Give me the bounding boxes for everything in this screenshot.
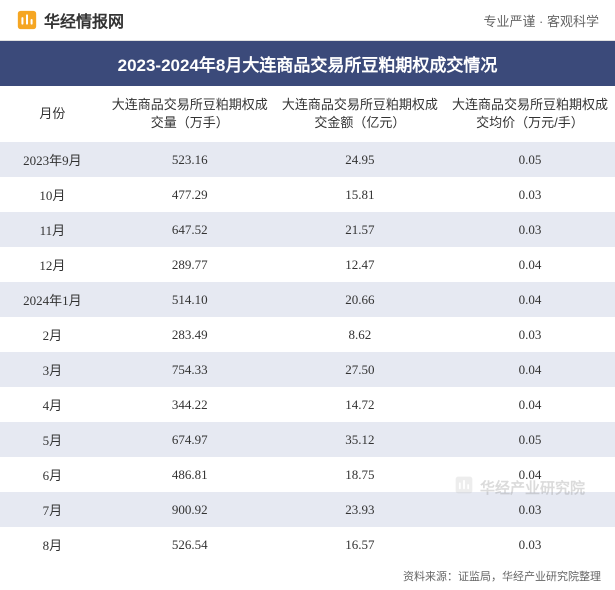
cell-amount: 14.72 [275,387,445,422]
table-header-row: 月份 大连商品交易所豆粕期权成交量（万手） 大连商品交易所豆粕期权成交金额（亿元… [0,86,615,142]
cell-month: 5月 [0,422,105,457]
cell-avg: 0.03 [445,492,615,527]
cell-avg: 0.05 [445,142,615,177]
footer-note: 资料来源：证监局，华经产业研究院整理 [0,562,615,590]
cell-volume: 647.52 [105,212,275,247]
cell-amount: 12.47 [275,247,445,282]
cell-month: 11月 [0,212,105,247]
table-row: 10月477.2915.810.03 [0,177,615,212]
table-row: 5月674.9735.120.05 [0,422,615,457]
cell-month: 2月 [0,317,105,352]
cell-month: 2023年9月 [0,142,105,177]
cell-amount: 27.50 [275,352,445,387]
cell-volume: 283.49 [105,317,275,352]
col-amount: 大连商品交易所豆粕期权成交金额（亿元） [275,86,445,142]
cell-month: 10月 [0,177,105,212]
data-table-container: 月份 大连商品交易所豆粕期权成交量（万手） 大连商品交易所豆粕期权成交金额（亿元… [0,86,615,562]
cell-month: 3月 [0,352,105,387]
table-row: 2月283.498.620.03 [0,317,615,352]
cell-avg: 0.04 [445,352,615,387]
table-row: 6月486.8118.750.04 [0,457,615,492]
cell-amount: 8.62 [275,317,445,352]
cell-amount: 35.12 [275,422,445,457]
cell-volume: 477.29 [105,177,275,212]
table-row: 3月754.3327.500.04 [0,352,615,387]
cell-volume: 900.92 [105,492,275,527]
table-row: 4月344.2214.720.04 [0,387,615,422]
cell-volume: 523.16 [105,142,275,177]
cell-volume: 344.22 [105,387,275,422]
cell-amount: 15.81 [275,177,445,212]
cell-month: 7月 [0,492,105,527]
cell-volume: 289.77 [105,247,275,282]
cell-month: 12月 [0,247,105,282]
cell-volume: 674.97 [105,422,275,457]
cell-amount: 23.93 [275,492,445,527]
cell-avg: 0.04 [445,387,615,422]
cell-avg: 0.04 [445,282,615,317]
cell-amount: 21.57 [275,212,445,247]
table-row: 12月289.7712.470.04 [0,247,615,282]
table-row: 8月526.5416.570.03 [0,527,615,562]
brand-name: 华经情报网 [44,8,124,32]
cell-month: 4月 [0,387,105,422]
slogan: 专业严谨 · 客观科学 [483,11,599,30]
table-row: 7月900.9223.930.03 [0,492,615,527]
table-row: 2024年1月514.1020.660.04 [0,282,615,317]
cell-avg: 0.03 [445,212,615,247]
data-table: 月份 大连商品交易所豆粕期权成交量（万手） 大连商品交易所豆粕期权成交金额（亿元… [0,86,615,562]
brand: 华经情报网 [16,8,124,32]
cell-month: 2024年1月 [0,282,105,317]
cell-amount: 24.95 [275,142,445,177]
cell-avg: 0.05 [445,422,615,457]
cell-volume: 514.10 [105,282,275,317]
cell-amount: 20.66 [275,282,445,317]
cell-volume: 526.54 [105,527,275,562]
cell-avg: 0.03 [445,177,615,212]
col-avg: 大连商品交易所豆粕期权成交均价（万元/手） [445,86,615,142]
table-row: 2023年9月523.1624.950.05 [0,142,615,177]
cell-avg: 0.04 [445,247,615,282]
cell-month: 6月 [0,457,105,492]
cell-avg: 0.03 [445,317,615,352]
table-row: 11月647.5221.570.03 [0,212,615,247]
cell-amount: 16.57 [275,527,445,562]
brand-icon [16,9,38,31]
col-month: 月份 [0,86,105,142]
cell-volume: 486.81 [105,457,275,492]
cell-avg: 0.04 [445,457,615,492]
cell-month: 8月 [0,527,105,562]
cell-avg: 0.03 [445,527,615,562]
page-title: 2023-2024年8月大连商品交易所豆粕期权成交情况 [0,41,615,86]
col-volume: 大连商品交易所豆粕期权成交量（万手） [105,86,275,142]
page-header: 华经情报网 专业严谨 · 客观科学 [0,0,615,41]
cell-volume: 754.33 [105,352,275,387]
cell-amount: 18.75 [275,457,445,492]
